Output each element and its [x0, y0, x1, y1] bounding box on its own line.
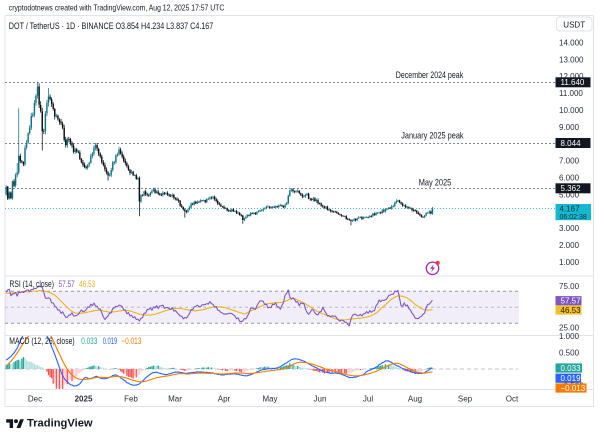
svg-text:Aug: Aug: [408, 395, 422, 404]
svg-text:1.000: 1.000: [559, 258, 580, 267]
svg-text:Dec: Dec: [28, 395, 42, 404]
svg-text:11.640: 11.640: [561, 78, 585, 87]
svg-text:1.000: 1.000: [559, 332, 580, 341]
svg-text:8.044: 8.044: [561, 139, 582, 148]
svg-text:Oct: Oct: [506, 395, 519, 404]
svg-text:10.000: 10.000: [559, 106, 584, 115]
svg-text:46.53: 46.53: [79, 279, 95, 289]
svg-text:0.019: 0.019: [561, 374, 582, 383]
svg-text:11.000: 11.000: [559, 89, 583, 98]
svg-text:2025: 2025: [75, 395, 93, 404]
svg-text:DOT / TetherUS · 1D · BINANCE: DOT / TetherUS · 1D · BINANCE O3.854 H4.…: [9, 21, 214, 31]
svg-text:4.167: 4.167: [560, 204, 581, 213]
svg-text:Mar: Mar: [168, 395, 182, 404]
svg-text:Apr: Apr: [218, 395, 231, 404]
svg-text:Jun: Jun: [314, 395, 327, 404]
svg-text:January 2025 peak: January 2025 peak: [401, 131, 463, 142]
svg-text:Jul: Jul: [363, 395, 373, 404]
svg-text:25.00: 25.00: [559, 324, 580, 333]
svg-text:0.019: 0.019: [103, 336, 118, 346]
svg-text:57.57: 57.57: [59, 279, 75, 289]
svg-text:December 2024 peak: December 2024 peak: [396, 70, 464, 81]
svg-text:06:02:38: 06:02:38: [560, 214, 587, 221]
svg-text:75.00: 75.00: [559, 282, 580, 291]
svg-text:0.033: 0.033: [561, 364, 582, 373]
svg-text:−0.013: −0.013: [121, 336, 141, 346]
svg-text:RSI (14, close): RSI (14, close): [10, 279, 55, 289]
svg-text:13.000: 13.000: [559, 55, 584, 64]
svg-text:2.000: 2.000: [559, 241, 580, 250]
svg-text:6.000: 6.000: [559, 174, 580, 183]
svg-text:cryptodotnews created with Tra: cryptodotnews created with TradingView.c…: [9, 2, 225, 12]
svg-text:0.500: 0.500: [559, 349, 580, 358]
svg-text:12.000: 12.000: [559, 72, 584, 81]
svg-text:46.53: 46.53: [561, 306, 582, 315]
svg-text:9.000: 9.000: [559, 123, 580, 132]
svg-text:May 2025: May 2025: [419, 178, 452, 189]
svg-text:MACD (12, 26, close): MACD (12, 26, close): [9, 336, 74, 346]
svg-text:3.000: 3.000: [559, 224, 580, 233]
svg-text:5.000: 5.000: [559, 190, 580, 199]
svg-text:Feb: Feb: [124, 395, 138, 404]
svg-text:0.033: 0.033: [81, 336, 97, 346]
svg-text:14.000: 14.000: [559, 39, 584, 48]
svg-text:TradingView: TradingView: [27, 418, 93, 430]
svg-text:57.57: 57.57: [561, 297, 582, 306]
svg-text:USDT: USDT: [563, 21, 585, 30]
svg-text:May: May: [262, 395, 277, 404]
svg-text:5.362: 5.362: [561, 184, 582, 193]
svg-text:7.000: 7.000: [559, 157, 580, 166]
svg-text:−0.013: −0.013: [561, 384, 586, 393]
svg-text:Sep: Sep: [458, 395, 473, 404]
